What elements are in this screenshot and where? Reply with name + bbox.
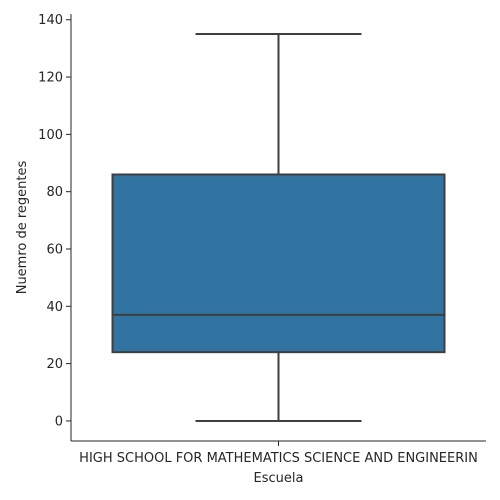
iqr-box xyxy=(111,173,446,354)
x-axis-ticks: HIGH SCHOOL FOR MATHEMATICS SCIENCE AND … xyxy=(79,441,478,466)
y-tick-label: 100 xyxy=(38,128,63,143)
x-tick-label: HIGH SCHOOL FOR MATHEMATICS SCIENCE AND … xyxy=(79,451,478,466)
box-group xyxy=(111,33,446,422)
y-tick-label: 140 xyxy=(38,13,63,28)
plot-area xyxy=(111,33,446,422)
y-axis-ticks: 0 20 40 60 80 100 120 140 xyxy=(38,13,71,429)
y-tick-label: 0 xyxy=(55,414,63,429)
y-tick-label: 60 xyxy=(46,242,63,257)
x-axis-label: Escuela xyxy=(254,471,304,486)
y-axis-label: Nuemro de regentes xyxy=(15,160,30,294)
y-tick-label: 80 xyxy=(46,185,63,200)
y-tick-label: 40 xyxy=(46,300,63,315)
y-tick-label: 20 xyxy=(46,357,63,372)
y-tick-label: 120 xyxy=(38,71,63,86)
